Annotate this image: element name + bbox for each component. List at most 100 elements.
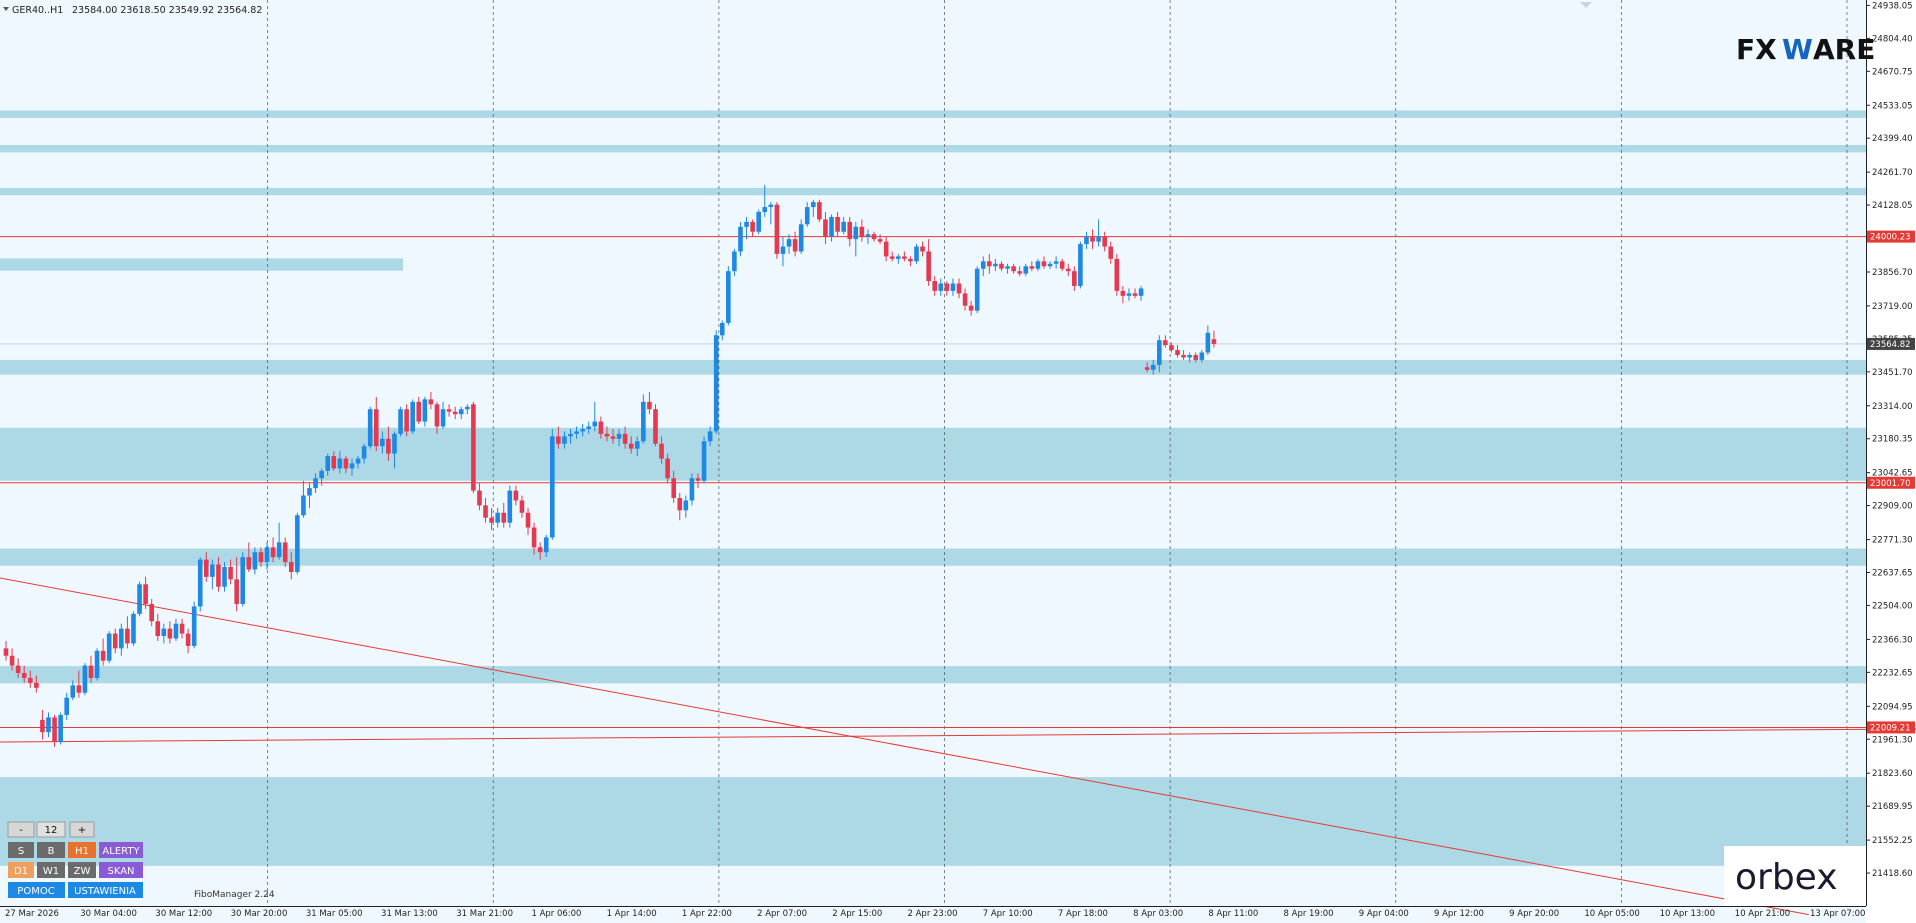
symbol-dropdown-icon[interactable] (3, 7, 9, 11)
y-tick-label: 22637.65 (1872, 569, 1913, 579)
candle-bearish (434, 401, 440, 434)
y-tick-label: 22094.95 (1872, 702, 1913, 712)
candle-bullish (82, 663, 88, 696)
candle-bearish (1072, 266, 1077, 291)
candle-bullish (1187, 352, 1192, 363)
y-tick-label: 21689.95 (1872, 802, 1913, 812)
alerty-button[interactable] (99, 842, 143, 858)
candle-bearish (647, 391, 652, 415)
x-tick-label: 10 Apr 05:00 (1584, 909, 1639, 919)
candle-bullish (586, 421, 592, 434)
svg-text:W: W (1782, 33, 1813, 66)
level-price-tag (1867, 476, 1915, 489)
x-tick-label: 30 Mar 20:00 (231, 909, 288, 919)
chart-ohlc: 23584.00 23618.50 23549.92 23564.82 (72, 5, 262, 16)
candle-bullish (1199, 350, 1205, 363)
y-tick-label: 24261.70 (1872, 168, 1913, 178)
x-tick-label: 30 Mar 04:00 (80, 909, 137, 919)
y-tick-label: 23719.00 (1872, 302, 1913, 312)
x-tick-label: 9 Apr 20:00 (1509, 909, 1559, 919)
candle-bearish (859, 219, 865, 242)
candle-bearish (817, 199, 822, 222)
candle-bearish (246, 542, 252, 572)
candle-bullish (829, 214, 834, 242)
h1-button[interactable] (68, 842, 96, 858)
candle-bullish (980, 256, 986, 277)
candle-bullish (811, 199, 816, 217)
candle-bullish (191, 601, 197, 649)
support-resistance-zone (0, 359, 1866, 375)
candle-bullish (1035, 258, 1041, 272)
plugin-label: FiboManager 2.24 (194, 890, 275, 900)
candle-bearish (750, 219, 755, 237)
candle-bearish (1144, 362, 1150, 373)
candle-bearish (471, 401, 476, 494)
candle-bearish (373, 396, 379, 452)
y-tick-label: 21823.60 (1872, 769, 1913, 779)
candle-bearish (604, 426, 610, 442)
candle-bullish (993, 258, 998, 272)
candle-bullish (173, 618, 179, 641)
w1-button[interactable] (37, 862, 65, 878)
zoom-value-field[interactable] (36, 821, 66, 838)
candle-bullish (507, 485, 513, 528)
x-tick-label: 1 Apr 06:00 (531, 909, 581, 919)
candle-bullish (580, 424, 585, 437)
candle-bearish (1175, 345, 1180, 358)
candle-bullish (240, 552, 246, 607)
candle-bullish (70, 680, 76, 701)
candle-bullish (46, 712, 51, 738)
candle-bearish (1181, 350, 1186, 360)
candle-bearish (386, 426, 391, 461)
candle-bullish (252, 547, 258, 575)
b-button[interactable] (37, 842, 65, 858)
pomoc-button[interactable] (8, 882, 65, 898)
candle-bullish (732, 248, 737, 277)
s-button-label: S (18, 846, 24, 857)
candle-bullish (210, 559, 215, 590)
candle-bearish (155, 613, 161, 641)
candle-bearish (877, 234, 883, 245)
candle-bearish (519, 495, 525, 518)
x-tick-label: 7 Apr 18:00 (1058, 909, 1108, 919)
candle-bullish (950, 278, 956, 296)
d1-button[interactable] (8, 862, 34, 878)
y-tick-label: 21961.30 (1872, 735, 1913, 745)
level-price-tag-label: 23001.70 (1870, 479, 1911, 489)
s-button[interactable] (8, 842, 34, 858)
w1-button-label: W1 (43, 866, 59, 877)
ustawienia-button[interactable] (68, 882, 143, 898)
candle-bearish (100, 638, 106, 666)
candle-bearish (537, 542, 543, 560)
candle-bearish (999, 261, 1004, 272)
y-tick-label: 23856.70 (1872, 268, 1913, 278)
candle-bearish (1169, 342, 1174, 353)
fxware-logo: FX W ARE (1736, 33, 1875, 66)
zoom-minus-button[interactable] (7, 821, 35, 838)
zoom-plus-button[interactable] (69, 821, 95, 838)
candle-bearish (15, 658, 21, 678)
svg-text:FX: FX (1736, 33, 1777, 66)
level-price-tag (1867, 230, 1915, 243)
x-tick-label: 31 Mar 05:00 (306, 909, 363, 919)
candle-bearish (962, 288, 968, 311)
candle-bullish (422, 396, 428, 427)
candle-bearish (1120, 285, 1126, 304)
candle-bullish (756, 209, 761, 235)
zw-button[interactable] (68, 862, 96, 878)
y-tick-label: 24670.75 (1872, 67, 1913, 77)
candle-bullish (264, 542, 270, 570)
candle-bearish (677, 493, 683, 521)
chart-symbol[interactable]: GER40..H1 (12, 5, 63, 16)
candle-bearish (695, 473, 701, 489)
candle-bearish (446, 404, 452, 417)
candle-bullish (1138, 285, 1144, 301)
candle-bullish (641, 394, 646, 444)
candle-bearish (483, 497, 488, 523)
candle-bearish (1059, 258, 1065, 272)
candle-bullish (367, 406, 373, 449)
skan-button[interactable] (99, 862, 143, 878)
candle-bullish (94, 648, 100, 681)
x-tick-label: 2 Apr 23:00 (908, 909, 958, 919)
